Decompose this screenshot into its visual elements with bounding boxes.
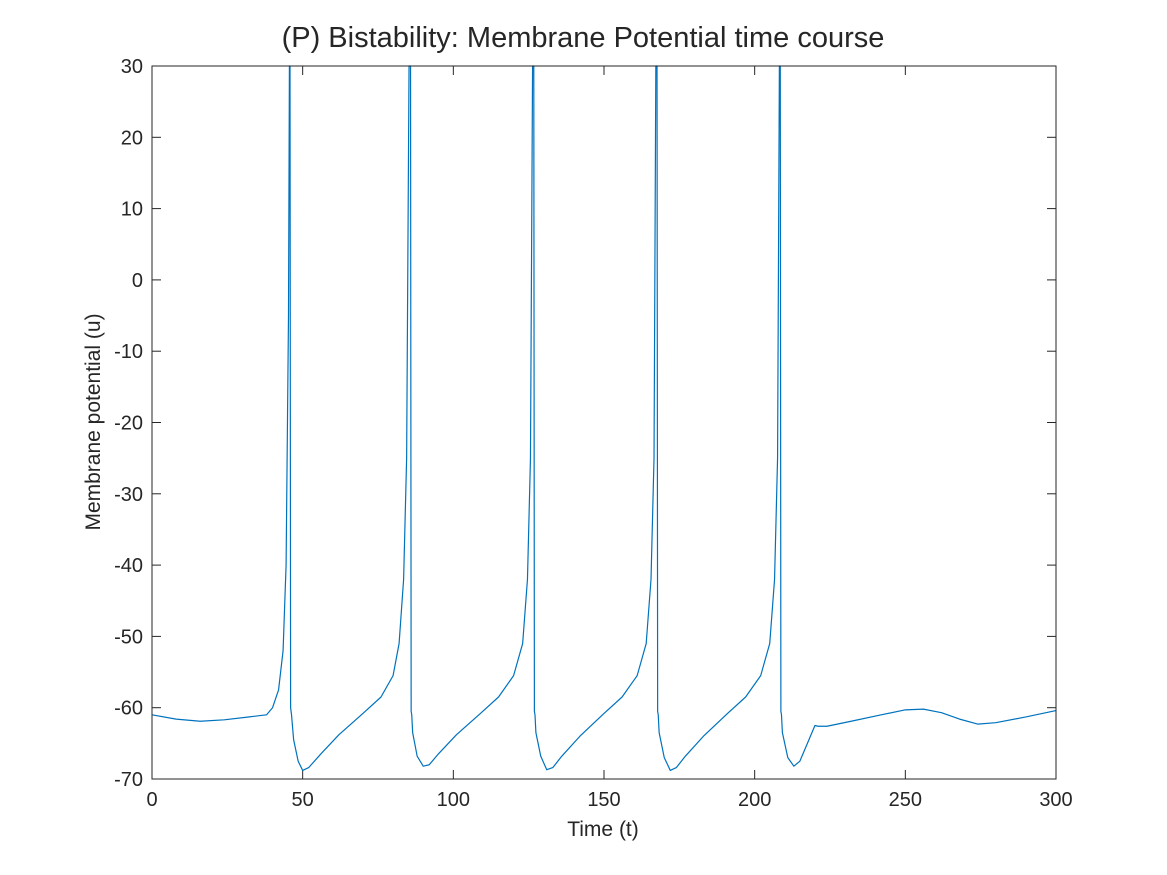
chart-title: (P) Bistability: Membrane Potential time…	[282, 22, 885, 54]
x-tick-label: 150	[587, 789, 620, 811]
y-tick-label: -30	[114, 484, 143, 506]
x-tick-label: 250	[889, 789, 922, 811]
y-tick-label: -50	[114, 626, 143, 648]
y-axis-label: Membrane potential (u)	[82, 313, 105, 530]
plot-frame	[151, 65, 1057, 780]
y-tick-label: -40	[114, 555, 143, 577]
y-tick-label: 0	[132, 270, 143, 292]
y-tick-label: -70	[114, 769, 143, 791]
y-tick-label: 30	[121, 56, 143, 78]
x-tick-label: 100	[437, 789, 470, 811]
y-tick-label: 10	[121, 199, 143, 221]
tick-labels: 0 50 100 150 200 250 3003020100-10-20-30-40-50…	[114, 56, 1073, 811]
x-tick-label: 0	[146, 789, 157, 811]
y-tick-label: 20	[121, 127, 143, 149]
y-tick-label: -10	[114, 341, 143, 363]
x-tick-label: 300	[1039, 789, 1072, 811]
x-tick-label: 200	[738, 789, 771, 811]
y-tick-label: -20	[114, 413, 143, 435]
membrane-potential-line	[151, 65, 1057, 772]
x-tick-label: 50	[292, 789, 314, 811]
x-axis-label: Time (t)	[567, 818, 639, 841]
y-tick-label: -60	[114, 698, 143, 720]
